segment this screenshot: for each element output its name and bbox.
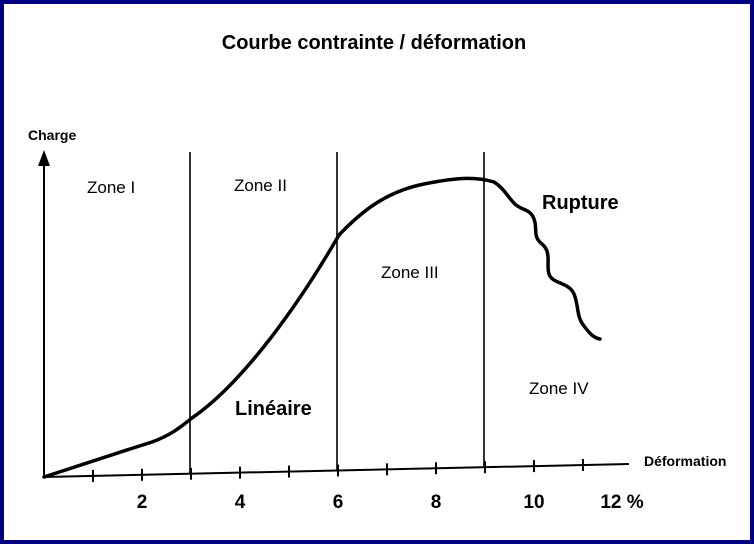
x-tick-label-3: 8 [431,492,442,513]
y-axis-label: Charge [28,127,76,143]
x-tick-label-1: 4 [235,492,246,513]
x-tick-label-2: 6 [333,492,344,513]
x-tick-labels: 2 4 6 8 10 12 % [137,492,644,513]
annotation-rupture: Rupture [542,192,619,214]
x-tick-label-0: 2 [137,492,148,513]
x-tick-label-4: 10 [523,492,544,513]
zone-label-2: Zone II [234,176,287,195]
x-ticks [92,459,584,482]
x-tick-label-5: 12 % [600,492,643,513]
x-axis-label: Déformation [644,453,726,469]
annotation-lineaire: Linéaire [235,398,312,420]
zone-label-4: Zone IV [529,379,589,398]
zone-boundaries [189,152,485,474]
y-axis-arrow [38,150,50,166]
stress-strain-curve [42,176,602,479]
zone-label-1: Zone I [87,178,135,197]
zone-label-3: Zone III [381,263,439,282]
chart-title: Courbe contrainte / déformation [222,32,526,54]
chart-svg: Courbe contrainte / déformation Charge D… [28,32,726,513]
